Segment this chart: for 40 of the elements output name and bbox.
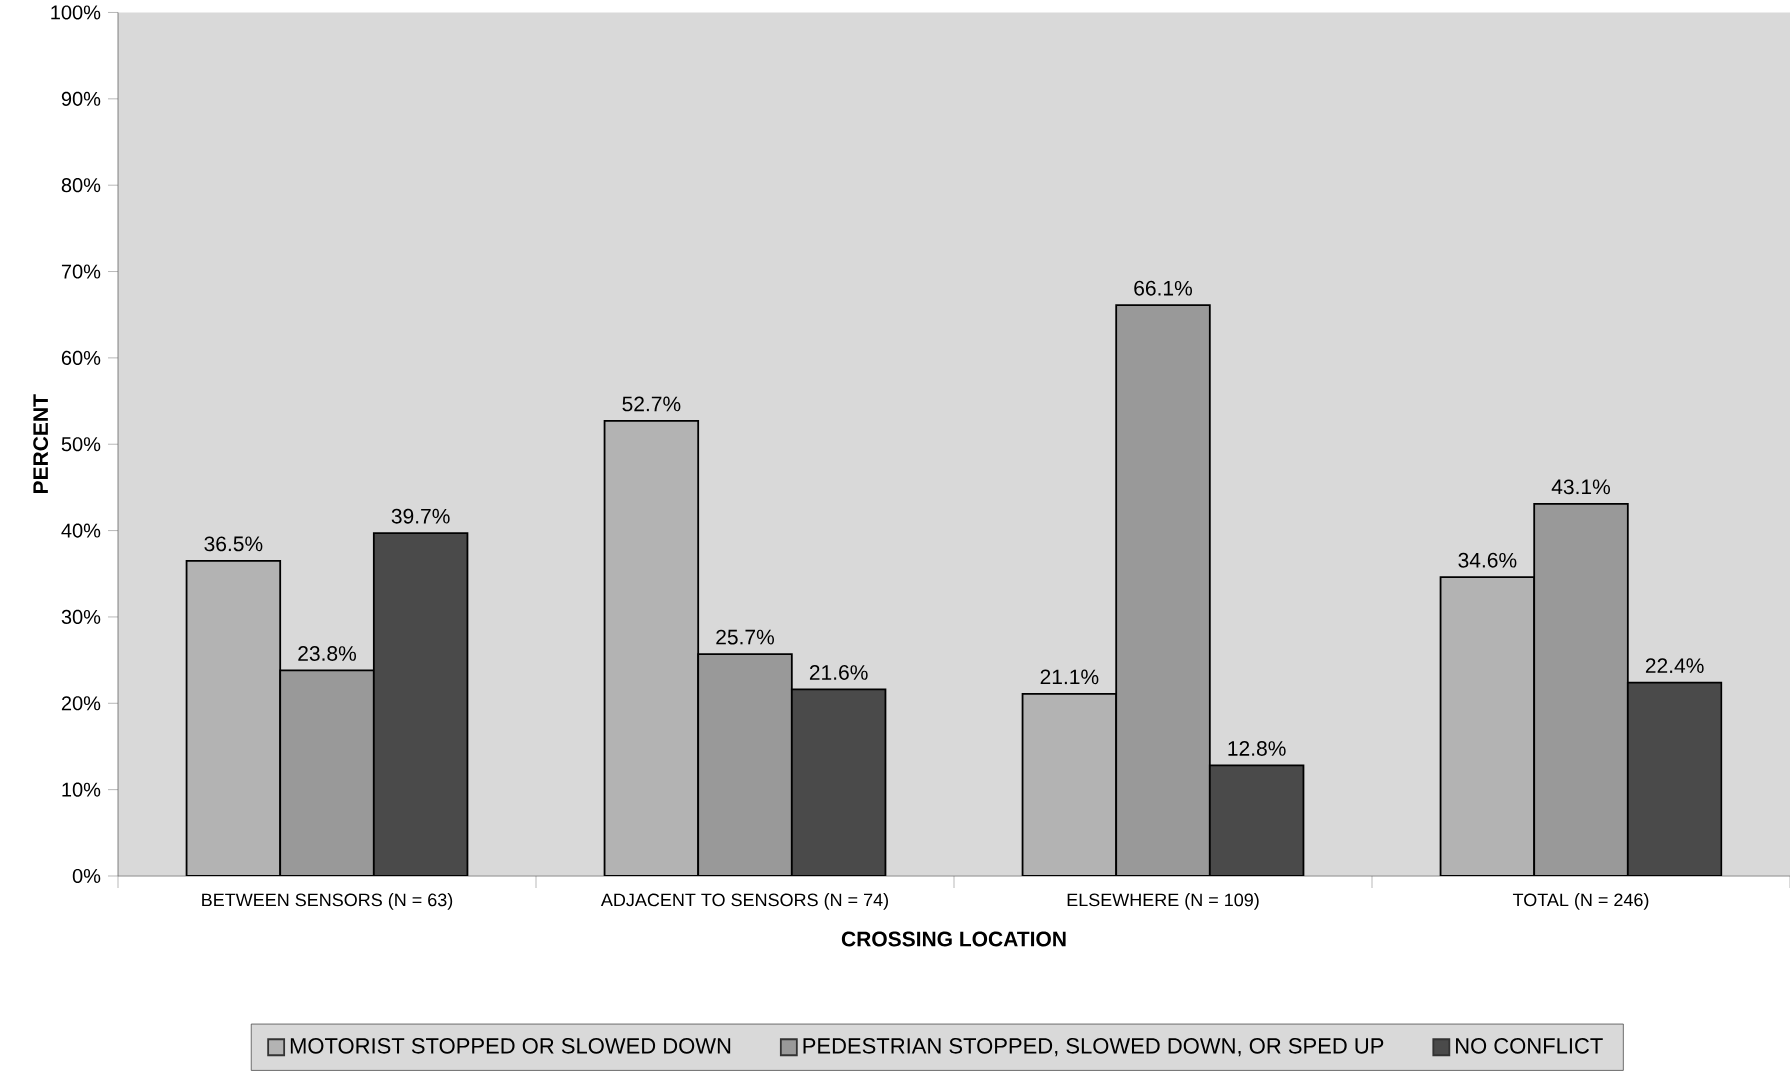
data-label: 21.1% <box>1040 669 1099 685</box>
data-label: 52.7% <box>622 396 681 412</box>
y-tick-label: 80% <box>61 178 101 193</box>
bar <box>372 532 469 876</box>
data-label: 36.5% <box>204 536 263 552</box>
data-label: 34.6% <box>1458 552 1517 568</box>
y-tick-label: 0% <box>72 868 101 884</box>
y-tick-label: 10% <box>62 782 101 797</box>
x-tick-label: TOTAL (N = 246) <box>1512 893 1649 910</box>
data-label: 66.1% <box>1134 280 1193 296</box>
bar <box>790 688 887 876</box>
y-tick-label: 30% <box>61 609 101 625</box>
y-tick-label: 40% <box>61 523 101 538</box>
legend-label: NO CONFLICT <box>1456 1038 1603 1054</box>
y-tick-label: 100% <box>51 5 101 20</box>
x-tick-label: ELSEWHERE (N = 109) <box>1067 893 1259 910</box>
y-tick-label: 90% <box>61 91 101 106</box>
data-label: 21.6% <box>809 665 868 680</box>
y-axis-title: PERCENT <box>33 394 49 493</box>
y-tick-label: 50% <box>61 437 101 452</box>
data-label: 22.4% <box>1645 658 1704 673</box>
data-label: 23.8% <box>298 646 357 661</box>
data-label: 25.7% <box>716 629 775 645</box>
legend-label: MOTORIST STOPPED OR SLOWED DOWN <box>290 1038 731 1054</box>
bar <box>1626 681 1723 876</box>
x-tick-label: BETWEEN SENSORS (N = 63) <box>202 893 453 910</box>
x-tick-label: ADJACENT TO SENSORS (N = 74) <box>600 893 888 910</box>
data-label: 39.7% <box>391 508 450 524</box>
bar <box>1115 304 1211 876</box>
data-label: 43.1% <box>1551 479 1611 495</box>
bar <box>1533 502 1629 876</box>
data-label: 12.8% <box>1228 741 1286 756</box>
y-tick-label: 20% <box>61 696 101 711</box>
bar <box>1208 764 1305 876</box>
bar <box>697 653 793 876</box>
x-axis-title: CROSSING LOCATION <box>841 931 1066 947</box>
legend-label: PEDESTRIAN STOPPED, SLOWED DOWN, OR SPED UP <box>803 1038 1384 1057</box>
y-tick-label: 60% <box>61 350 101 365</box>
bar <box>279 669 375 876</box>
y-tick-label: 70% <box>61 264 101 279</box>
